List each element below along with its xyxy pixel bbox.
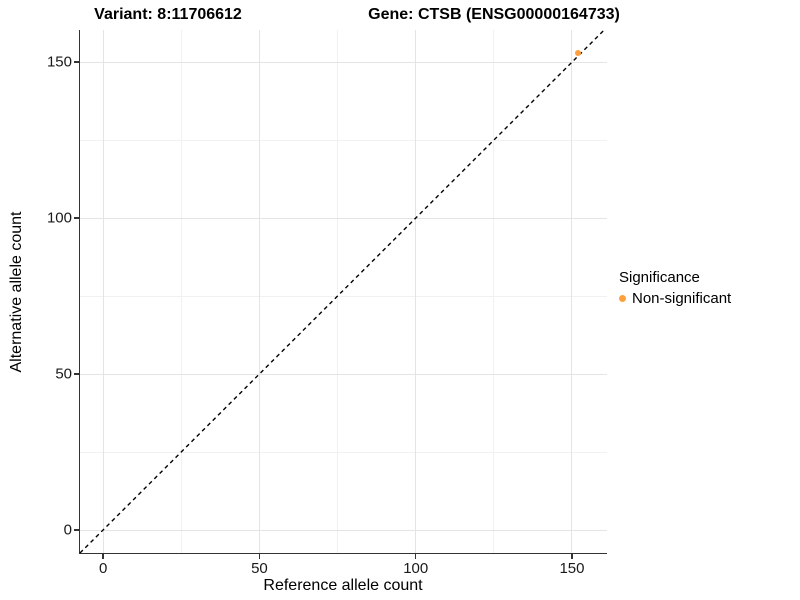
y-tick-mark xyxy=(74,373,79,375)
x-minor-gridline xyxy=(493,30,495,553)
y-tick-label: 0 xyxy=(63,521,72,539)
y-tick-mark xyxy=(74,61,79,63)
legend-entry-label: Non-significant xyxy=(632,290,732,307)
y-minor-gridline xyxy=(79,296,607,298)
x-tick-mark xyxy=(258,554,261,559)
x-tick-mark xyxy=(414,554,417,559)
y-major-gridline xyxy=(79,373,607,375)
y-minor-gridline xyxy=(79,451,607,453)
y-tick-mark xyxy=(74,529,79,531)
y-major-gridline xyxy=(79,62,607,64)
x-minor-gridline xyxy=(180,30,182,553)
legend-key-dot xyxy=(619,295,626,302)
y-major-gridline xyxy=(79,218,607,220)
x-axis-title: Reference allele count xyxy=(263,577,423,594)
y-tick-label: 50 xyxy=(55,365,72,383)
plot-title-variant: Variant: 8:11706612 xyxy=(94,6,242,23)
legend-title: Significance xyxy=(619,269,700,286)
y-minor-gridline xyxy=(79,140,607,142)
y-major-gridline xyxy=(79,529,607,531)
x-tick-label: 0 xyxy=(98,560,108,577)
x-major-gridline xyxy=(571,30,573,553)
legend-entry: Non-significant xyxy=(619,290,731,307)
x-minor-gridline xyxy=(337,30,339,553)
y-tick-label: 150 xyxy=(46,53,72,71)
plot-title-gene: Gene: CTSB (ENSG00000164733) xyxy=(368,6,620,23)
y-axis-title: Alternative allele count xyxy=(8,211,25,373)
legend: Significance Non-significant xyxy=(619,269,731,307)
plot-panel xyxy=(78,29,607,554)
data-point xyxy=(574,49,581,56)
y-tick-mark xyxy=(74,217,79,219)
x-tick-mark xyxy=(102,554,104,559)
x-major-gridline xyxy=(258,30,260,553)
x-major-gridline xyxy=(415,30,417,553)
x-tick-label: 100 xyxy=(403,560,429,577)
x-tick-mark xyxy=(571,554,573,559)
identity-dashed-line xyxy=(79,29,605,554)
y-tick-label: 100 xyxy=(46,209,72,227)
x-tick-label: 50 xyxy=(251,560,268,577)
x-tick-label: 150 xyxy=(559,560,585,577)
x-major-gridline xyxy=(102,30,104,553)
